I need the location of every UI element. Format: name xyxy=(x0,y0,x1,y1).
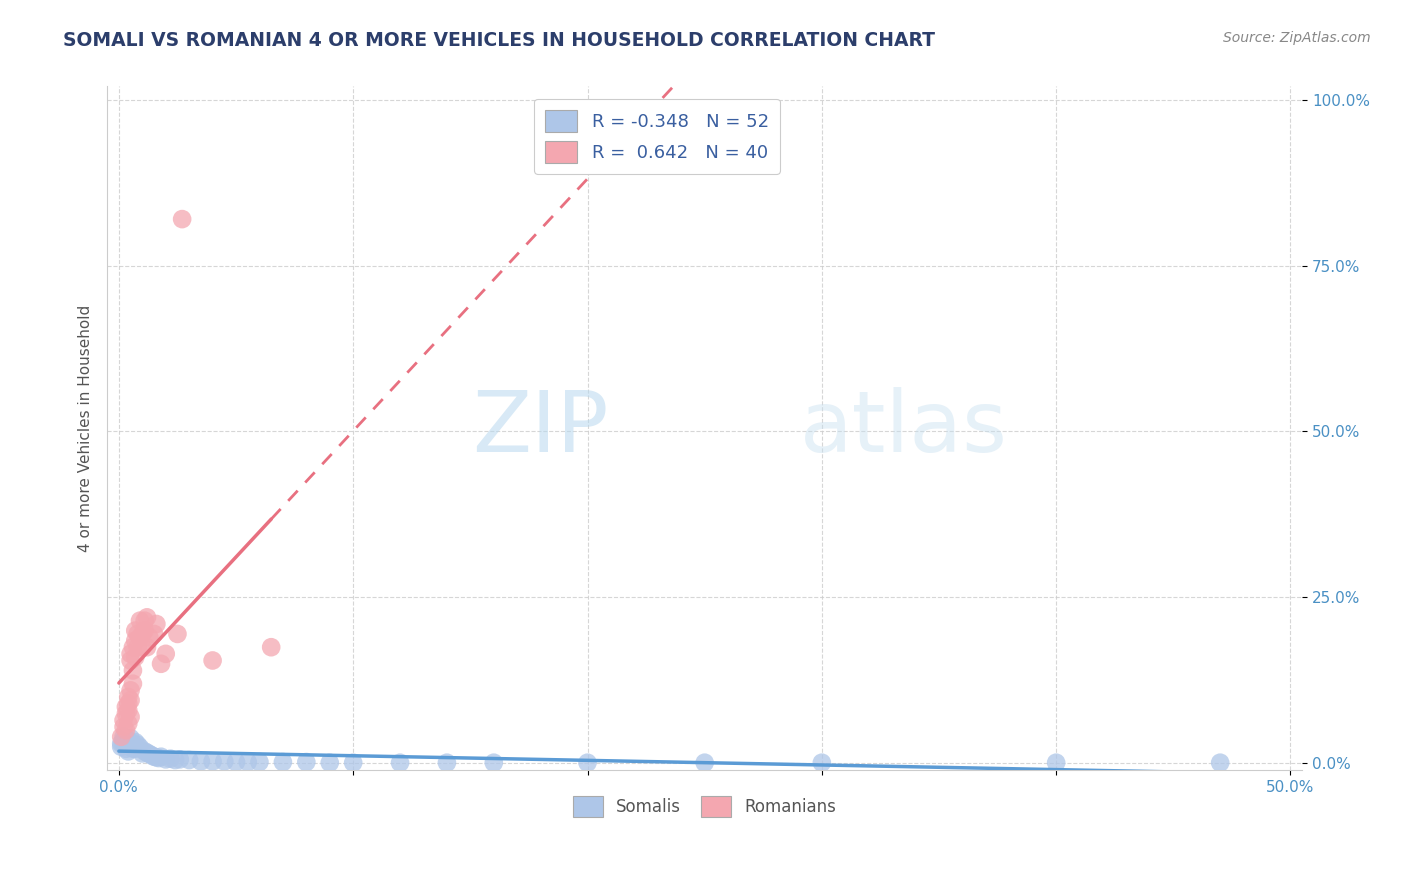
Point xyxy=(117,733,139,747)
Point xyxy=(127,738,149,752)
Point xyxy=(120,653,142,667)
Point xyxy=(112,738,135,752)
Point xyxy=(110,739,132,754)
Point xyxy=(319,756,342,770)
Point xyxy=(122,640,145,655)
Point xyxy=(155,752,177,766)
Point xyxy=(112,720,135,734)
Point xyxy=(112,730,135,744)
Point xyxy=(145,750,167,764)
Point xyxy=(295,755,318,769)
Point xyxy=(811,756,834,770)
Point xyxy=(136,610,159,624)
Point xyxy=(124,633,146,648)
Point xyxy=(145,617,167,632)
Text: atlas: atlas xyxy=(800,386,1008,470)
Point xyxy=(122,738,145,752)
Point xyxy=(1045,756,1067,770)
Point xyxy=(214,755,236,769)
Point xyxy=(120,731,142,746)
Point xyxy=(166,627,188,641)
Point xyxy=(172,212,194,227)
Text: ZIP: ZIP xyxy=(472,386,609,470)
Point xyxy=(159,752,181,766)
Point xyxy=(127,640,149,655)
Point xyxy=(117,703,139,717)
Point xyxy=(342,756,364,770)
Point xyxy=(143,749,166,764)
Point xyxy=(148,751,170,765)
Point xyxy=(115,706,138,721)
Point xyxy=(693,756,716,770)
Point xyxy=(260,640,283,655)
Point xyxy=(124,650,146,665)
Point xyxy=(165,753,187,767)
Point xyxy=(249,755,271,769)
Point xyxy=(124,624,146,638)
Point xyxy=(138,747,160,761)
Point xyxy=(131,640,153,655)
Point xyxy=(112,713,135,727)
Point xyxy=(115,700,138,714)
Point xyxy=(141,748,163,763)
Point xyxy=(115,731,138,746)
Point xyxy=(1209,756,1232,770)
Point xyxy=(117,738,139,752)
Point xyxy=(120,739,142,754)
Point xyxy=(236,755,259,769)
Point xyxy=(117,744,139,758)
Point xyxy=(124,741,146,756)
Point xyxy=(134,744,156,758)
Point xyxy=(201,653,224,667)
Point xyxy=(122,664,145,678)
Point xyxy=(112,733,135,747)
Point xyxy=(150,657,173,671)
Point xyxy=(389,756,412,770)
Point xyxy=(115,723,138,738)
Point xyxy=(120,736,142,750)
Point xyxy=(576,756,599,770)
Text: SOMALI VS ROMANIAN 4 OR MORE VEHICLES IN HOUSEHOLD CORRELATION CHART: SOMALI VS ROMANIAN 4 OR MORE VEHICLES IN… xyxy=(63,31,935,50)
Point xyxy=(110,736,132,750)
Point xyxy=(120,683,142,698)
Point xyxy=(271,755,294,769)
Point xyxy=(117,716,139,731)
Legend: Somalis, Romanians: Somalis, Romanians xyxy=(567,789,844,823)
Point xyxy=(179,753,201,767)
Point xyxy=(143,627,166,641)
Point xyxy=(120,693,142,707)
Point xyxy=(129,630,152,644)
Point xyxy=(124,735,146,749)
Point xyxy=(201,755,224,769)
Point xyxy=(117,690,139,704)
Point xyxy=(136,640,159,655)
Point xyxy=(120,710,142,724)
Point xyxy=(122,676,145,690)
Point xyxy=(134,614,156,628)
Point xyxy=(134,624,156,638)
Point xyxy=(129,740,152,755)
Point xyxy=(131,627,153,641)
Point xyxy=(150,749,173,764)
Point xyxy=(127,627,149,641)
Point xyxy=(436,756,458,770)
Point xyxy=(120,647,142,661)
Y-axis label: 4 or more Vehicles in Household: 4 or more Vehicles in Household xyxy=(79,304,93,552)
Text: Source: ZipAtlas.com: Source: ZipAtlas.com xyxy=(1223,31,1371,45)
Point xyxy=(155,647,177,661)
Point xyxy=(225,755,247,769)
Point xyxy=(138,630,160,644)
Point xyxy=(115,735,138,749)
Point xyxy=(117,697,139,711)
Point xyxy=(136,746,159,760)
Point xyxy=(169,752,191,766)
Point xyxy=(129,614,152,628)
Point xyxy=(482,756,505,770)
Point xyxy=(190,755,212,769)
Point xyxy=(110,730,132,744)
Point xyxy=(131,747,153,761)
Point xyxy=(115,741,138,756)
Point xyxy=(122,741,145,756)
